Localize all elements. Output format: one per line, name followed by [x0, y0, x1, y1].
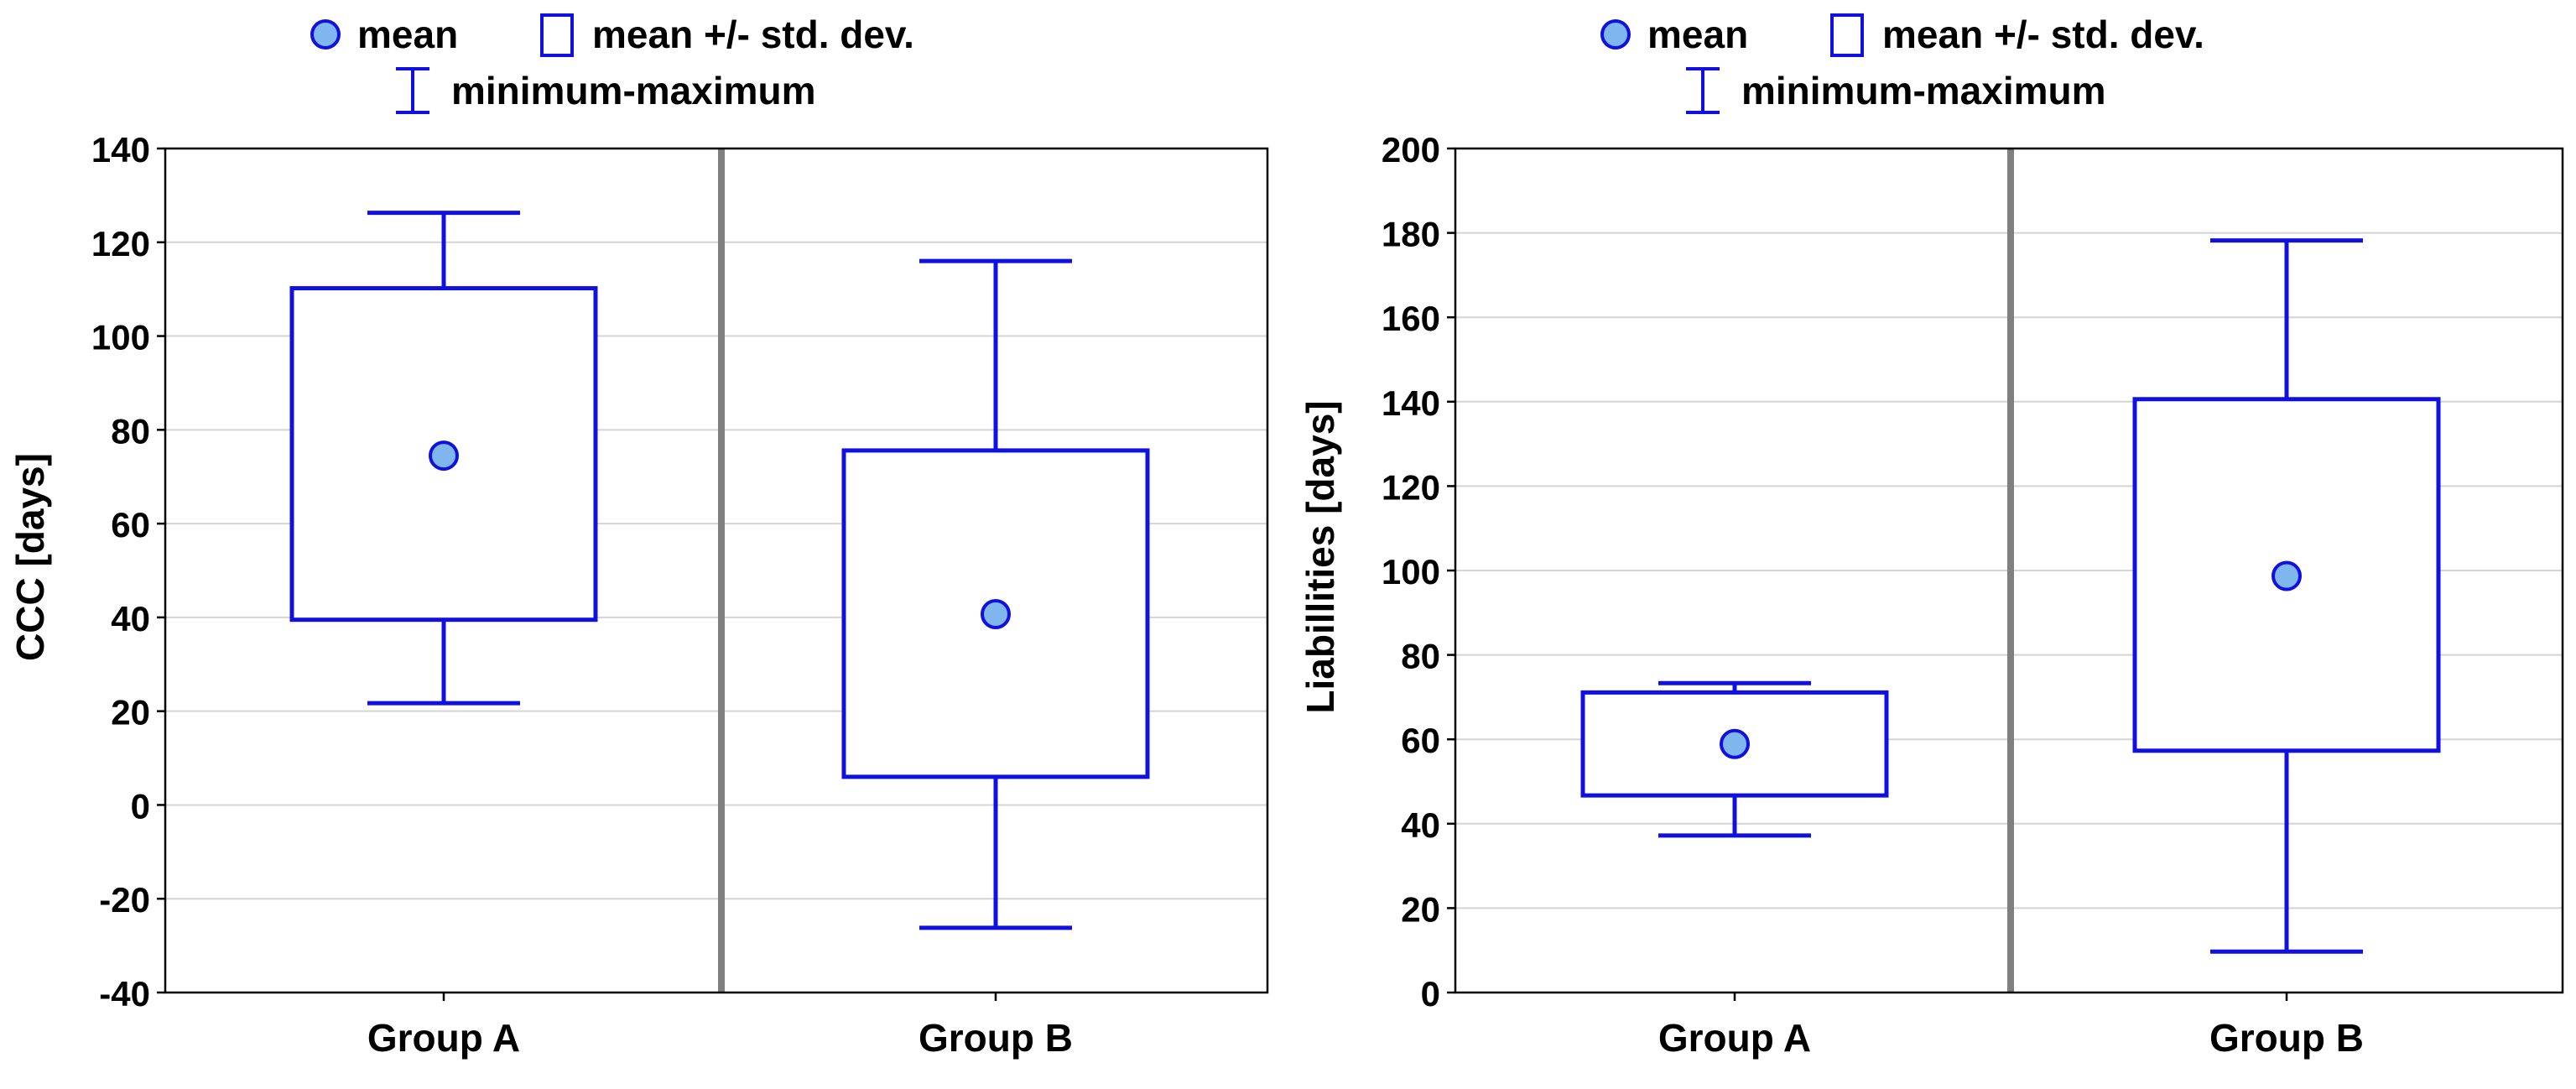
chart-1-y-tick-label: 140	[91, 130, 150, 169]
chart-1-x-tick-label-1: Group A	[367, 1016, 520, 1060]
chart-2-y-tick-label: 160	[1382, 299, 1440, 338]
chart-2-y-tick-label: 20	[1401, 889, 1440, 929]
chart-2-y-tick-label: 60	[1401, 721, 1440, 760]
chart-2-y-axis-label: Liabillities [days]	[1298, 400, 1342, 713]
chart-1-legend-minmax-label: minimum-maximum	[451, 69, 816, 112]
chart-1-group-1-std-dev-box	[289, 286, 598, 623]
chart-2-x-tick-label-1: Group A	[1658, 1016, 1811, 1060]
chart-1-y-tick-label: 100	[91, 318, 150, 357]
chart-1-group-1-mean-point	[429, 440, 459, 472]
chart-1-legend-std-dev-marker	[540, 13, 574, 57]
chart-2-y-tick-label: 120	[1382, 467, 1440, 507]
chart-1-y-tick-label: 20	[111, 693, 150, 732]
chart-2-y-tick-label: 100	[1382, 552, 1440, 591]
chart-1-group-2-mean-point	[981, 598, 1011, 629]
chart-1-y-tick-label: -20	[99, 880, 150, 920]
chart-2-group-2-mean-point	[2272, 560, 2302, 591]
chart-2-group-1-mean-point	[1720, 728, 1750, 759]
chart-2-y-tick-label: 40	[1401, 805, 1440, 845]
chart-2-legend-minmax-label: minimum-maximum	[1741, 69, 2106, 112]
chart-1-y-axis-label: CCC [days]	[8, 453, 52, 661]
chart-2-y-tick-label: 200	[1382, 130, 1440, 169]
chart-2-y-tick-label: 140	[1382, 383, 1440, 423]
chart-2-y-tick-label: 0	[1421, 974, 1440, 1013]
chart-1-y-tick-label: 60	[111, 505, 150, 544]
chart-1-plot-frame	[164, 147, 1269, 994]
chart-1-legend-mean-marker	[310, 19, 341, 50]
chart-1-y-tick-label: 0	[131, 786, 150, 826]
chart-2-y-tick-label: 180	[1382, 215, 1440, 254]
chart-2-legend-mean-label: mean	[1647, 13, 1748, 56]
chart-2-y-tick-label: 80	[1401, 637, 1440, 676]
chart-2-x-tick-label-2: Group B	[2209, 1016, 2364, 1060]
chart-2-legend-std-dev-marker	[1830, 13, 1864, 57]
chart-2-legend-mean-marker	[1600, 19, 1631, 50]
chart-1-legend-std-dev-label: mean +/- std. dev.	[592, 13, 914, 56]
chart-1-legend-mean-label: mean	[357, 13, 458, 56]
chart-1-y-tick-label: 120	[91, 224, 150, 263]
chart-1-y-tick-label: 40	[111, 599, 150, 638]
chart-2-legend-std-dev-label: mean +/- std. dev.	[1882, 13, 2204, 56]
chart-1-y-tick-label: -40	[99, 974, 150, 1013]
chart-1-x-tick-label-2: Group B	[919, 1016, 1073, 1060]
chart-1-y-tick-label: 80	[111, 411, 150, 451]
